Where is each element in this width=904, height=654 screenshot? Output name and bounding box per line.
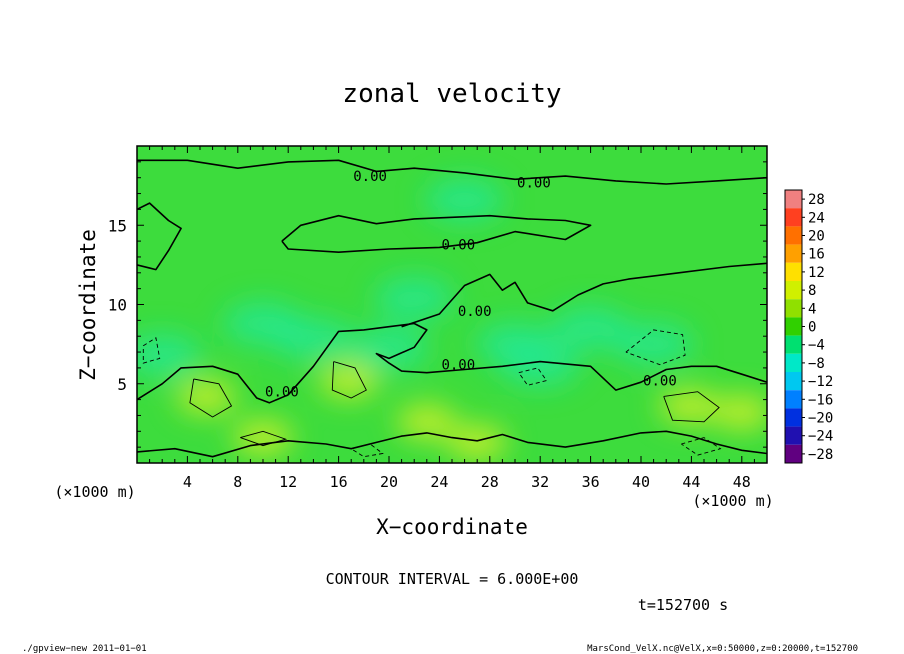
colorbar-label: 0 bbox=[808, 320, 816, 336]
positive-velocity-patch bbox=[711, 394, 767, 431]
colorbar-swatch bbox=[785, 353, 802, 372]
colorbar-swatch bbox=[785, 262, 802, 281]
zero-contour-line bbox=[137, 202, 182, 271]
x-tick-label: 16 bbox=[330, 473, 348, 491]
colorbar-swatch bbox=[785, 226, 802, 245]
negative-contour-line bbox=[142, 337, 161, 364]
x-axis-label: X−coordinate bbox=[376, 515, 528, 539]
colorbar-swatch bbox=[785, 299, 802, 318]
colorbar-label: 20 bbox=[808, 229, 825, 245]
colorbar-swatch bbox=[785, 317, 802, 336]
negative-velocity-patch bbox=[223, 301, 303, 346]
colorbar-swatch bbox=[785, 208, 802, 227]
positive-contour-line bbox=[331, 361, 367, 399]
negative-velocity-patch bbox=[374, 276, 455, 321]
colorbar-label: −16 bbox=[808, 392, 833, 408]
x-tick-label: 12 bbox=[279, 473, 297, 491]
colorbar-swatch bbox=[785, 244, 802, 263]
colorbar-swatch bbox=[785, 372, 802, 391]
colorbar-label: −20 bbox=[808, 411, 833, 427]
contour-label: 0.00 bbox=[458, 304, 492, 320]
negative-velocity-patch bbox=[349, 326, 429, 371]
x-tick-label: 44 bbox=[682, 473, 700, 491]
positive-velocity-patch bbox=[233, 419, 293, 456]
positive-velocity-patch bbox=[318, 362, 379, 399]
plot-area: 0.00 0.00 0.00 0.00 0.00 0.00 0.00 bbox=[136, 145, 768, 464]
footer-left-text: ./gpview−new 2011−01−01 bbox=[22, 644, 147, 654]
contour-lines bbox=[137, 159, 767, 458]
positive-contour-line bbox=[240, 430, 288, 447]
contour-label: 0.00 bbox=[441, 358, 475, 374]
y-tick-label: 15 bbox=[108, 216, 127, 235]
zero-contour-line bbox=[137, 322, 767, 404]
colorbar: 28 24 20 16 12 8 4 0 −4 −8 −12 −16 −20 −24 −28 bbox=[784, 189, 833, 464]
time-text: t=152700 s bbox=[638, 596, 728, 614]
colorbar-swatch bbox=[785, 190, 802, 209]
negative-contour-line bbox=[681, 437, 722, 456]
y-unit-label: (×1000 m) bbox=[54, 483, 135, 501]
colorbar-label: −12 bbox=[808, 374, 833, 390]
colorbar-label: −8 bbox=[808, 356, 825, 372]
x-tick-label: 40 bbox=[632, 473, 650, 491]
contour-label: 0.00 bbox=[353, 169, 387, 185]
colorbar-label: 8 bbox=[808, 283, 816, 299]
y-tick-label: 5 bbox=[117, 375, 127, 394]
positive-contour-line bbox=[663, 391, 720, 423]
x-tick-label: 32 bbox=[531, 473, 549, 491]
contour-interval-text: CONTOUR INTERVAL = 6.000E+00 bbox=[326, 570, 579, 588]
chart-title: zonal velocity bbox=[342, 79, 561, 109]
footer-right-text: MarsCond_VelX.nc@VelX,x=0:50000,z=0:2000… bbox=[587, 644, 858, 654]
negative-velocity-patch bbox=[424, 177, 505, 222]
x-axis: 4 8 12 16 20 24 28 32 36 40 44 48 bbox=[149, 146, 755, 491]
positive-velocity-patch bbox=[396, 403, 457, 440]
contour-label: 0.00 bbox=[517, 175, 551, 191]
x-tick-label: 20 bbox=[380, 473, 398, 491]
colorbar-swatch bbox=[785, 281, 802, 300]
negative-contour-line bbox=[625, 329, 686, 366]
y-tick-label: 10 bbox=[108, 296, 127, 315]
contour-label: 0.00 bbox=[643, 374, 677, 390]
velocity-field bbox=[137, 177, 767, 461]
zero-contour-line bbox=[401, 262, 767, 328]
zero-contour-line bbox=[137, 430, 767, 458]
x-unit-label: (×1000 m) bbox=[692, 492, 773, 510]
colorbar-swatch bbox=[785, 426, 802, 445]
colorbar-swatch bbox=[785, 335, 802, 354]
x-tick-label: 28 bbox=[481, 473, 499, 491]
colorbar-swatch bbox=[785, 390, 802, 409]
positive-velocity-patch bbox=[176, 378, 237, 415]
colorbar-label: −28 bbox=[808, 447, 833, 463]
colorbar-label: 28 bbox=[808, 192, 825, 208]
zero-contour-line bbox=[281, 214, 592, 253]
x-tick-label: 48 bbox=[733, 473, 751, 491]
x-tick-label: 36 bbox=[582, 473, 600, 491]
zero-contour-line bbox=[137, 159, 767, 185]
negative-velocity-patch bbox=[550, 306, 631, 351]
x-tick-label: 8 bbox=[233, 473, 242, 491]
y-axis: 5 10 15 bbox=[108, 161, 767, 448]
negative-contour-line bbox=[350, 443, 384, 458]
contour-labels: 0.00 0.00 0.00 0.00 0.00 0.00 0.00 bbox=[265, 169, 677, 401]
colorbar-label: 24 bbox=[808, 210, 825, 226]
x-tick-label: 4 bbox=[183, 473, 192, 491]
negative-velocity-patch bbox=[500, 342, 581, 387]
colorbar-label: 16 bbox=[808, 247, 825, 263]
x-tick-label: 24 bbox=[430, 473, 448, 491]
negative-contour-line bbox=[518, 367, 548, 386]
negative-velocity-patch bbox=[137, 333, 203, 378]
contour-label: 0.00 bbox=[441, 237, 475, 253]
positive-velocity-patch bbox=[447, 424, 508, 461]
y-axis-label: Z−coordinate bbox=[76, 229, 100, 381]
colorbar-label: 4 bbox=[808, 301, 816, 317]
positive-velocity-patch bbox=[658, 387, 719, 424]
colorbar-swatch bbox=[785, 444, 802, 463]
colorbar-label: −4 bbox=[808, 338, 825, 354]
contour-label: 0.00 bbox=[265, 385, 299, 401]
colorbar-label: 12 bbox=[808, 265, 825, 281]
colorbar-label: −24 bbox=[808, 429, 833, 445]
positive-contour-line bbox=[189, 378, 233, 418]
colorbar-swatch bbox=[785, 408, 802, 427]
